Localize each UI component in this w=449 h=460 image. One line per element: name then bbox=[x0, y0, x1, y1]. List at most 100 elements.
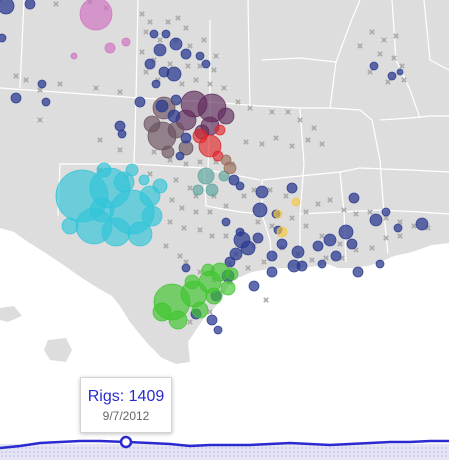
rig-bubble-navy[interactable] bbox=[41, 97, 51, 107]
rig-bubble-navy[interactable] bbox=[228, 174, 240, 186]
rig-bubble-taupe[interactable] bbox=[161, 145, 175, 159]
rig-bubble-navy[interactable] bbox=[387, 71, 397, 81]
rig-bubble-navy[interactable] bbox=[117, 129, 127, 139]
rig-bubble-navy[interactable] bbox=[180, 132, 192, 144]
rig-bubble-navy[interactable] bbox=[287, 259, 301, 273]
rig-bubble-teal[interactable] bbox=[205, 183, 219, 197]
rig-bubble-navy[interactable] bbox=[312, 240, 324, 252]
rig-bubble-red[interactable] bbox=[192, 128, 208, 144]
rig-bubble-navy[interactable] bbox=[396, 68, 404, 76]
rig-bubble-navy[interactable] bbox=[346, 238, 358, 250]
wellsite-marker-icon bbox=[177, 253, 183, 259]
rig-bubble-navy[interactable] bbox=[213, 325, 223, 335]
rig-bubble-navy[interactable] bbox=[291, 245, 305, 259]
rig-bubble-navy[interactable] bbox=[37, 79, 47, 89]
rig-bubble-navy[interactable] bbox=[134, 96, 146, 108]
rig-bubble-navy[interactable] bbox=[24, 0, 36, 10]
rig-bubble-red[interactable] bbox=[214, 124, 226, 136]
rig-bubble-magenta[interactable] bbox=[70, 52, 78, 60]
rig-bubble-taupe[interactable] bbox=[143, 115, 161, 133]
rig-bubble-navy[interactable] bbox=[151, 79, 161, 89]
rig-bubble-cyan[interactable] bbox=[96, 162, 112, 178]
rig-bubble-navy[interactable] bbox=[161, 29, 171, 39]
rig-bubble-navy[interactable] bbox=[338, 224, 354, 240]
rig-bubble-cyan[interactable] bbox=[141, 205, 163, 227]
rig-bubble-navy[interactable] bbox=[248, 280, 260, 292]
rig-bubble-navy[interactable] bbox=[149, 29, 159, 39]
rig-bubble-navy[interactable] bbox=[175, 151, 185, 161]
rig-bubble-navy[interactable] bbox=[266, 266, 278, 278]
rig-bubble-magenta[interactable] bbox=[121, 37, 131, 47]
rig-bubble-navy[interactable] bbox=[415, 217, 429, 231]
rig-bubble-cyan[interactable] bbox=[138, 174, 150, 186]
rig-bubble-navy[interactable] bbox=[169, 37, 183, 51]
rig-bubble-navy[interactable] bbox=[221, 217, 231, 227]
rig-bubble-magenta[interactable] bbox=[79, 0, 113, 31]
rig-bubble-yellow[interactable] bbox=[273, 209, 283, 219]
rig-bubble-navy[interactable] bbox=[155, 99, 169, 113]
rig-bubble-cyan[interactable] bbox=[152, 178, 168, 194]
rig-bubble-navy[interactable] bbox=[348, 192, 360, 204]
rig-bubble-navy[interactable] bbox=[235, 181, 245, 191]
rig-bubble-teal[interactable] bbox=[192, 184, 204, 196]
rig-bubble-navy[interactable] bbox=[375, 259, 385, 269]
rig-bubble-yellow[interactable] bbox=[276, 226, 288, 238]
rig-bubble-cyan[interactable] bbox=[101, 217, 131, 247]
rig-bubble-navy[interactable] bbox=[276, 238, 288, 250]
rig-bubble-green[interactable] bbox=[225, 267, 239, 281]
rig-bubble-yellow[interactable] bbox=[291, 197, 301, 207]
rig-bubble-navy[interactable] bbox=[0, 0, 15, 15]
rig-bubble-navy[interactable] bbox=[266, 250, 278, 262]
rig-bubble-teal[interactable] bbox=[197, 167, 215, 185]
rig-bubble-navy[interactable] bbox=[240, 240, 256, 256]
rig-bubble-navy[interactable] bbox=[369, 61, 379, 71]
timeline-handle[interactable] bbox=[119, 435, 133, 449]
rig-bubble-navy[interactable] bbox=[381, 207, 391, 217]
rig-bubble-cyan[interactable] bbox=[61, 217, 79, 235]
rig-bubble-navy[interactable] bbox=[369, 213, 383, 227]
rig-bubble-cyan[interactable] bbox=[113, 171, 135, 193]
rig-bubble-green[interactable] bbox=[201, 263, 215, 277]
rig-bubble-navy[interactable] bbox=[352, 266, 364, 278]
rig-bubble-magenta[interactable] bbox=[104, 42, 116, 54]
rig-bubble-navy[interactable] bbox=[286, 182, 298, 194]
rig-bubbles[interactable] bbox=[0, 0, 429, 335]
rig-bubble-brown[interactable] bbox=[220, 154, 232, 166]
rig-bubble-green[interactable] bbox=[168, 310, 188, 330]
rig-bubble-navy[interactable] bbox=[323, 233, 337, 247]
rig-bubble-cyan[interactable] bbox=[89, 197, 115, 223]
rig-bubble-navy[interactable] bbox=[229, 247, 243, 261]
rig-bubble-navy[interactable] bbox=[393, 223, 403, 233]
rig-bubble-navy[interactable] bbox=[180, 48, 192, 60]
rig-bubble-green[interactable] bbox=[205, 287, 223, 305]
rig-bubble-navy[interactable] bbox=[144, 58, 156, 70]
rig-bubble-green[interactable] bbox=[220, 280, 236, 296]
rig-bubble-navy[interactable] bbox=[317, 259, 327, 269]
wellsite-marker-icon bbox=[263, 297, 269, 303]
rig-bubble-navy[interactable] bbox=[235, 227, 245, 237]
rig-bubble-navy[interactable] bbox=[206, 314, 218, 326]
rig-bubble-navy[interactable] bbox=[166, 66, 182, 82]
rig-bubble-navy[interactable] bbox=[255, 185, 269, 199]
rig-bubble-green[interactable] bbox=[184, 274, 200, 290]
rig-bubble-navy[interactable] bbox=[224, 256, 236, 268]
rig-bubble-navy[interactable] bbox=[181, 263, 191, 273]
rig-bubble-navy[interactable] bbox=[252, 232, 264, 244]
rig-bubble-cyan[interactable] bbox=[127, 221, 153, 247]
rig-bubble-navy[interactable] bbox=[201, 59, 211, 69]
rig-bubble-navy[interactable] bbox=[153, 43, 167, 57]
rig-bubble-navy[interactable] bbox=[252, 202, 268, 218]
rig-bubble-cyan[interactable] bbox=[125, 163, 139, 177]
rig-bubble-navy[interactable] bbox=[167, 109, 181, 123]
rig-bubble-navy[interactable] bbox=[10, 92, 22, 104]
rig-bubble-navy[interactable] bbox=[330, 250, 342, 262]
rig-bubble-navy[interactable] bbox=[195, 51, 205, 61]
rig-bubble-plum[interactable] bbox=[217, 107, 235, 125]
wellsite-marker-icon bbox=[337, 241, 343, 247]
rig-bubble-green[interactable] bbox=[152, 302, 172, 322]
rig-bubble-green[interactable] bbox=[191, 301, 209, 319]
rig-bubble-teal[interactable] bbox=[218, 170, 230, 182]
rig-bubble-navy[interactable] bbox=[114, 120, 126, 132]
rig-bubble-navy[interactable] bbox=[0, 33, 7, 43]
